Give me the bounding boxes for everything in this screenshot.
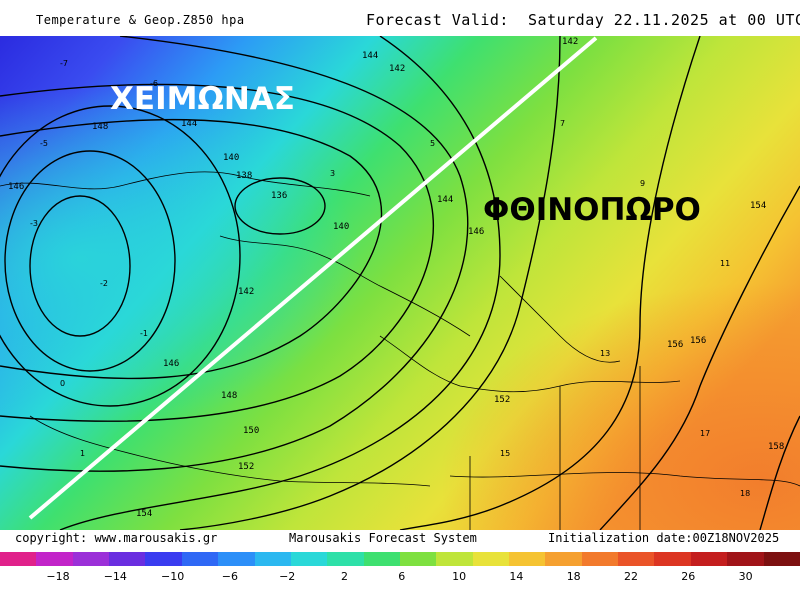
temp-value: 5	[430, 139, 435, 148]
color-scale-swatch	[690, 552, 728, 566]
forecast-date: Saturday 22.11.2025 at 00 UTC	[528, 11, 800, 29]
contour-label: 148	[221, 391, 237, 401]
color-scale-tick-label: 10	[452, 570, 467, 583]
header: Temperature & Geop.Z850 hpa Forecast Val…	[0, 0, 800, 36]
contour-label: 148	[92, 122, 108, 132]
color-scale-swatch	[254, 552, 291, 566]
color-scale-swatch	[509, 552, 546, 566]
contour-label: 150	[243, 426, 259, 436]
color-scale-tick-label: −6	[221, 570, 238, 583]
color-scale-tick-label: 18	[566, 570, 581, 583]
color-scale-tick-label: 26	[681, 570, 696, 583]
map-canvas: 142 144 142 148 144 140 138 136 140 144 …	[0, 36, 800, 530]
contour-label: 138	[236, 171, 252, 181]
temp-value: -2	[100, 279, 108, 288]
color-scale-tick-label: 14	[509, 570, 524, 583]
color-scale-ticks: −18 −14 −10 −6 −2 2 6 10 14 18 22 26 30	[0, 570, 800, 590]
contour-label: 146	[163, 359, 179, 369]
temp-value: 3	[330, 169, 335, 178]
contour-label: 144	[437, 195, 453, 205]
contour-label: 152	[238, 462, 254, 472]
temp-value: -6	[150, 79, 158, 88]
color-scale-tick-label: 22	[624, 570, 638, 583]
forecast-label: Forecast Valid:	[366, 11, 509, 29]
contour-label: 152	[494, 395, 510, 405]
temp-value: 0	[60, 379, 65, 388]
color-scale-bar	[0, 552, 800, 566]
contour-label: 156	[667, 340, 683, 350]
copyright-text: copyright: www.marousakis.gr	[15, 531, 218, 545]
color-scale-tick-label: 6	[398, 570, 406, 583]
color-scale-swatch	[290, 552, 328, 566]
weather-map: 142 144 142 148 144 140 138 136 140 144 …	[0, 36, 800, 530]
contour-label: 142	[238, 287, 254, 297]
warm-region	[0, 36, 800, 530]
contour-label: 144	[362, 51, 378, 61]
color-scale-tick-label: 2	[341, 570, 348, 583]
map-title: Temperature & Geop.Z850 hpa	[36, 13, 245, 27]
color-scale-swatch	[763, 552, 800, 566]
temp-value: 18	[740, 489, 750, 498]
color-scale-swatch	[109, 552, 146, 566]
color-scale-swatch	[36, 552, 73, 566]
temp-value: 7	[560, 119, 565, 128]
color-scale-swatch	[436, 552, 473, 566]
color-scale-swatch	[618, 552, 655, 566]
contour-label: 154	[750, 201, 766, 211]
footer: copyright: www.marousakis.gr Marousakis …	[0, 530, 800, 546]
color-scale-swatch	[363, 552, 400, 566]
temp-value: -5	[40, 139, 48, 148]
contour-label: 142	[562, 37, 578, 47]
color-scale-swatch	[327, 552, 364, 566]
system-name: Marousakis Forecast System	[289, 531, 477, 545]
contour-label: 146	[468, 227, 484, 237]
forecast-valid: Forecast Valid: Saturday 22.11.2025 at 0…	[366, 11, 800, 29]
color-scale-swatch	[654, 552, 691, 566]
temperature-values: -7 -6 -5 -3 -2 -1 0 1 3 5 7 9 11 13 15 1…	[30, 59, 750, 498]
color-scale-tick-label: −2	[279, 570, 296, 583]
autumn-label: ΦΘΙΝΟΠΩΡΟ	[483, 192, 701, 228]
contour-label: 158	[768, 442, 784, 452]
color-scale-swatch	[218, 552, 255, 566]
contour-label: 136	[271, 191, 287, 201]
contour-label-group: 142 144 142 148 144 140 138 136 140 144 …	[8, 37, 784, 519]
initialization-date: Initialization date:00Z18NOV2025	[548, 531, 780, 545]
color-scale-swatch	[0, 552, 37, 566]
temp-value: -3	[30, 219, 38, 228]
contour-label: 142	[389, 64, 405, 74]
coastlines	[0, 171, 800, 530]
temp-value: 11	[720, 259, 730, 268]
contour-label: 146	[8, 182, 24, 192]
color-scale-swatch	[181, 552, 219, 566]
temp-value: 17	[700, 429, 710, 438]
winter-label: ΧΕΙΜΩΝΑΣ	[110, 81, 295, 117]
color-scale-swatch	[472, 552, 510, 566]
temp-value: 13	[600, 349, 610, 358]
contour-label: 140	[223, 153, 239, 163]
color-scale-swatch	[727, 552, 764, 566]
color-scale-swatch	[145, 552, 182, 566]
color-scale-tick-label: −10	[160, 570, 185, 583]
color-scale-swatch	[399, 552, 437, 566]
color-scale-tick-label: 30	[738, 570, 753, 583]
contour-label: 144	[181, 119, 197, 129]
temp-value: 15	[500, 449, 510, 458]
color-scale-tick-label: −14	[103, 570, 127, 583]
color-scale-swatch	[581, 552, 619, 566]
temp-value: -1	[140, 329, 148, 338]
color-scale-swatch	[545, 552, 582, 566]
color-scale-swatch	[72, 552, 110, 566]
contour-label: 154	[136, 509, 152, 519]
contour-label: 156	[690, 336, 706, 346]
color-scale-tick-label: −18	[46, 570, 70, 583]
temp-value: 9	[640, 179, 645, 188]
temp-value: -7	[60, 59, 68, 68]
contour-label: 140	[333, 222, 349, 232]
temp-value: 1	[80, 449, 85, 458]
season-divider-line	[28, 36, 598, 520]
